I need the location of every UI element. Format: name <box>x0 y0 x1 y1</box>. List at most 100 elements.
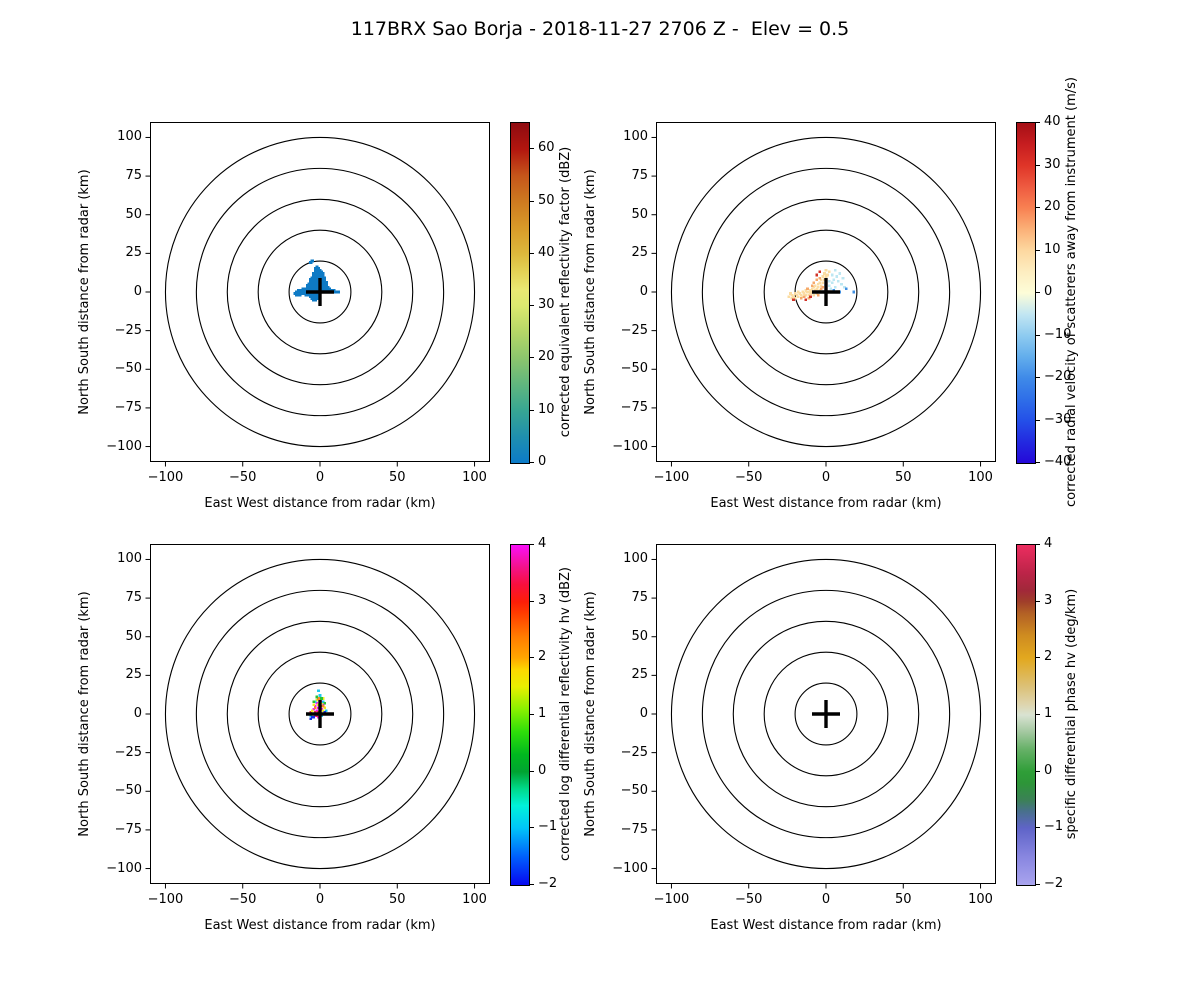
radar-data-point <box>827 284 831 288</box>
colorbar-tick-mark <box>1036 122 1040 123</box>
radar-data-point <box>323 276 327 280</box>
x-tick-label: −50 <box>229 470 257 485</box>
colorbar-tick-label: 20 <box>538 349 555 365</box>
radar-data-point <box>321 274 325 279</box>
radar-data-point <box>801 290 805 294</box>
radar-data-point <box>307 293 311 297</box>
radar-data-point <box>834 269 837 272</box>
y-tick-label: 75 <box>125 590 142 606</box>
colorbar-label-differential-reflectivity: corrected log differential reflectivity … <box>558 567 573 861</box>
colorbar-tick-mark <box>1036 714 1040 715</box>
colorbar-tick-mark <box>1036 770 1040 772</box>
colorbar-tick-label: 0 <box>1044 762 1053 778</box>
colorbar-tick-mark <box>530 462 534 463</box>
radar-data-point <box>310 293 314 297</box>
y-tick-label: −75 <box>114 399 142 415</box>
radar-data-point <box>315 695 319 699</box>
x-axis-label: East West distance from radar (km) <box>204 496 436 511</box>
colorbar-tick-label: 3 <box>1044 592 1053 608</box>
range-ring <box>670 136 982 448</box>
radar-data-point <box>807 293 811 297</box>
colorbar-tick-mark <box>1036 462 1040 463</box>
colorbar-tick-label: 4 <box>538 536 547 551</box>
colorbar-tick-label: 60 <box>538 140 555 156</box>
colorbar-tick-mark <box>530 305 534 307</box>
radar-data-point <box>843 286 846 289</box>
radar-data-point <box>821 281 825 284</box>
radar-data-point <box>796 290 800 294</box>
radar-data-point <box>821 286 825 289</box>
radar-data-point <box>312 700 316 703</box>
colorbar-specific-differential-phase: specific differential phase hv (deg/km) … <box>1016 536 1079 891</box>
panel-differential-reflectivity: East West distance from radar (km) North… <box>77 544 490 933</box>
range-ring <box>164 136 476 448</box>
y-tick-label: 75 <box>631 590 648 606</box>
colorbar-tick-label: 0 <box>1044 284 1053 299</box>
radar-data-point <box>809 289 812 292</box>
radar-data-point <box>837 279 840 283</box>
radar-data-point <box>798 292 801 295</box>
colorbar-tick-label: −10 <box>1044 326 1072 342</box>
y-tick-label: −75 <box>114 821 142 837</box>
radar-data-point <box>818 276 822 280</box>
colorbar-tick-label: 20 <box>1044 199 1061 214</box>
radar-data-point <box>829 287 832 291</box>
colorbar-tick-label: 40 <box>538 244 555 260</box>
y-tick-label: −100 <box>106 860 142 876</box>
radar-data-point <box>809 295 812 298</box>
ppi-plot-velocity <box>651 122 996 467</box>
colorbar-tick-label: −40 <box>1044 454 1072 469</box>
radar-data-point <box>793 296 797 300</box>
colorbar-tick-label: 2 <box>1044 649 1053 665</box>
radar-data-point <box>810 284 814 288</box>
x-tick-label: −50 <box>229 892 257 907</box>
radar-data-point <box>835 275 839 278</box>
radar-data-point <box>812 286 815 289</box>
radar-data-point <box>809 292 812 295</box>
colorbar-tick-mark <box>1036 164 1040 166</box>
colorbar-tick-label: 1 <box>1044 706 1053 721</box>
radar-data-point <box>800 296 803 300</box>
radar-data-point <box>815 287 818 291</box>
colorbar-tick-label: −2 <box>1044 876 1064 891</box>
x-tick-label: 0 <box>315 892 325 907</box>
range-ring <box>701 589 951 839</box>
range-ring <box>794 260 858 324</box>
radar-data-point <box>812 293 815 297</box>
radar-data-point <box>318 694 322 697</box>
radar-data-point <box>309 717 312 720</box>
colorbar-tick-mark <box>530 148 534 150</box>
colorbar-tick-mark <box>1036 377 1040 378</box>
colorbar-tick-mark <box>1036 334 1040 336</box>
range-ring <box>701 167 951 417</box>
radar-data-point <box>312 703 316 706</box>
radar-data-point <box>807 296 811 300</box>
radar-data-point <box>317 697 320 700</box>
radar-data-point <box>336 290 341 294</box>
x-tick-label: −100 <box>147 470 184 485</box>
colorbar-gradient-reflectivity <box>510 122 530 464</box>
panel-velocity: East West distance from radar (km) North… <box>583 122 996 511</box>
radar-data-point <box>834 286 837 289</box>
axes-frame <box>150 544 490 884</box>
radar-data-point <box>852 290 856 294</box>
y-tick-label: −75 <box>620 399 648 415</box>
radar-data-point <box>314 706 317 710</box>
radar-data-point <box>820 287 823 291</box>
radar-data-point <box>321 705 325 708</box>
figure-title: 117BRX Sao Borja - 2018-11-27 2706 Z - E… <box>350 18 850 40</box>
y-tick-label: −50 <box>114 783 142 799</box>
colorbar-tick-mark <box>1036 827 1040 829</box>
y-tick-label: −50 <box>620 361 648 377</box>
range-ring <box>257 229 383 355</box>
radar-data-point <box>792 295 795 298</box>
radar-data-point <box>298 293 302 297</box>
x-axis-label: East West distance from radar (km) <box>710 918 942 933</box>
radar-data-point <box>321 697 325 700</box>
y-tick-label: 50 <box>125 206 142 222</box>
radar-data-point <box>830 273 834 277</box>
y-tick-label: −50 <box>620 783 648 799</box>
x-tick-label: 50 <box>894 892 912 907</box>
radar-data-point <box>310 296 314 300</box>
radar-data-point <box>315 709 319 713</box>
